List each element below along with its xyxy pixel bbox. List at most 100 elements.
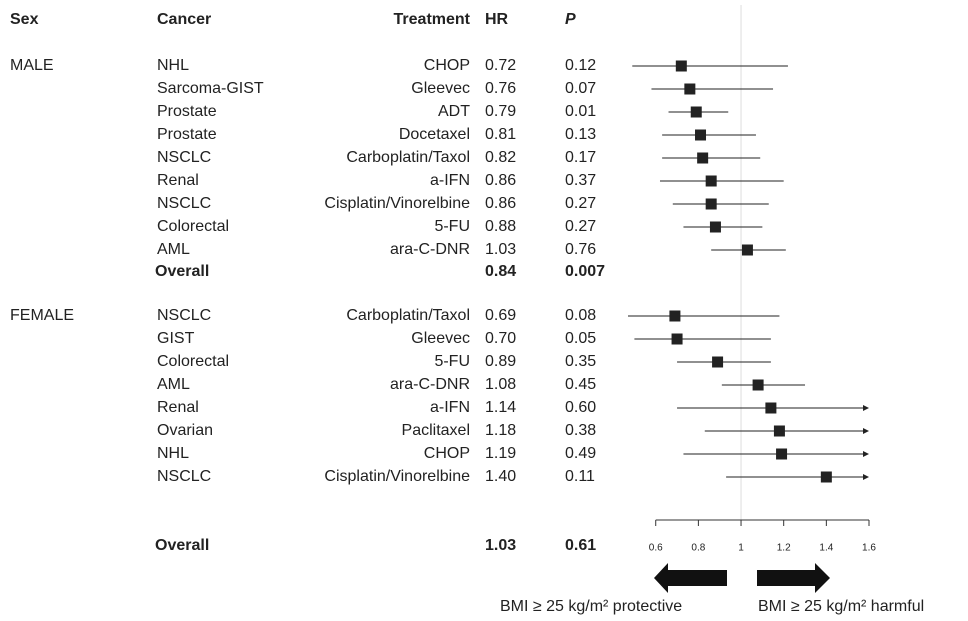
hr: 0.72 bbox=[485, 57, 516, 74]
hr: 0.88 bbox=[485, 218, 516, 235]
ci-arrow bbox=[863, 405, 869, 411]
cancer: NSCLC bbox=[157, 307, 211, 324]
cancer: GIST bbox=[157, 330, 195, 347]
direction-left: BMI ≥ 25 kg/m² protective bbox=[500, 598, 682, 615]
x-tick-label: 1.2 bbox=[777, 543, 791, 554]
header-p: P bbox=[565, 11, 576, 28]
overall-hr: 0.84 bbox=[485, 263, 516, 280]
treatment: 5-FU bbox=[434, 218, 470, 235]
sex-label: FEMALE bbox=[10, 307, 74, 324]
header-cancer: Cancer bbox=[157, 11, 211, 28]
hr-marker bbox=[684, 83, 696, 95]
direction-right: BMI ≥ 25 kg/m² harmful bbox=[758, 598, 924, 615]
p-value: 0.27 bbox=[565, 195, 596, 212]
x-tick-label: 1 bbox=[738, 543, 744, 554]
treatment: Carboplatin/Taxol bbox=[346, 149, 470, 166]
cancer: AML bbox=[157, 376, 190, 393]
hr: 1.19 bbox=[485, 445, 516, 462]
hr-marker bbox=[820, 471, 832, 483]
cancer: Prostate bbox=[157, 103, 217, 120]
x-tick-label: 1.6 bbox=[862, 543, 876, 554]
cancer: NHL bbox=[157, 57, 189, 74]
treatment: CHOP bbox=[424, 57, 470, 74]
p-value: 0.37 bbox=[565, 172, 596, 189]
left-arrow bbox=[654, 563, 727, 593]
cancer: Colorectal bbox=[157, 218, 229, 235]
hr: 0.86 bbox=[485, 172, 516, 189]
hr-marker bbox=[695, 129, 707, 141]
treatment: 5-FU bbox=[434, 353, 470, 370]
ci-arrow bbox=[863, 451, 869, 457]
hr: 0.86 bbox=[485, 195, 516, 212]
treatment: Carboplatin/Taxol bbox=[346, 307, 470, 324]
hr: 1.18 bbox=[485, 422, 516, 439]
hr: 1.40 bbox=[485, 468, 516, 485]
cancer: Sarcoma-GIST bbox=[157, 80, 264, 97]
hr: 0.76 bbox=[485, 80, 516, 97]
hr-marker bbox=[690, 106, 702, 118]
hr-marker bbox=[765, 402, 777, 414]
overall-p: 0.61 bbox=[565, 537, 596, 554]
p-value: 0.45 bbox=[565, 376, 596, 393]
hr: 0.79 bbox=[485, 103, 516, 120]
cancer: Ovarian bbox=[157, 422, 213, 439]
treatment: Cisplatin/Vinorelbine bbox=[324, 195, 470, 212]
cancer: NSCLC bbox=[157, 149, 211, 166]
hr: 0.82 bbox=[485, 149, 516, 166]
hr-marker bbox=[712, 356, 724, 368]
hr-marker bbox=[776, 448, 788, 460]
hr: 1.14 bbox=[485, 399, 516, 416]
hr: 1.08 bbox=[485, 376, 516, 393]
hr-marker bbox=[705, 175, 717, 187]
cancer: Renal bbox=[157, 172, 199, 189]
header-sex: Sex bbox=[10, 11, 39, 28]
x-tick-label: 0.6 bbox=[649, 543, 663, 554]
p-value: 0.27 bbox=[565, 218, 596, 235]
ci-arrow bbox=[863, 474, 869, 480]
treatment: a-IFN bbox=[430, 172, 470, 189]
p-value: 0.17 bbox=[565, 149, 596, 166]
treatment: Paclitaxel bbox=[402, 422, 470, 439]
hr-marker bbox=[705, 198, 717, 210]
cancer: Prostate bbox=[157, 126, 217, 143]
p-value: 0.01 bbox=[565, 103, 596, 120]
overall-hr: 1.03 bbox=[485, 537, 516, 554]
treatment: Gleevec bbox=[411, 330, 470, 347]
p-value: 0.07 bbox=[565, 80, 596, 97]
hr: 0.89 bbox=[485, 353, 516, 370]
treatment: Docetaxel bbox=[399, 126, 470, 143]
cancer: AML bbox=[157, 241, 190, 258]
x-tick-label: 1.4 bbox=[819, 543, 833, 554]
ci-arrow bbox=[863, 428, 869, 434]
hr: 1.03 bbox=[485, 241, 516, 258]
cancer: NHL bbox=[157, 445, 189, 462]
treatment: Cisplatin/Vinorelbine bbox=[324, 468, 470, 485]
header-hr: HR bbox=[485, 11, 509, 28]
overall-label: Overall bbox=[155, 537, 209, 554]
cancer: Renal bbox=[157, 399, 199, 416]
hr-marker bbox=[773, 425, 785, 437]
cancer: NSCLC bbox=[157, 195, 211, 212]
hr-marker bbox=[675, 60, 687, 72]
hr-marker bbox=[741, 244, 753, 256]
p-value: 0.12 bbox=[565, 57, 596, 74]
treatment: ara-C-DNR bbox=[390, 241, 470, 258]
treatment: Gleevec bbox=[411, 80, 470, 97]
header-treatment: Treatment bbox=[394, 11, 471, 28]
p-value: 0.05 bbox=[565, 330, 596, 347]
hr: 0.81 bbox=[485, 126, 516, 143]
treatment: CHOP bbox=[424, 445, 470, 462]
treatment: ADT bbox=[438, 103, 470, 120]
p-value: 0.11 bbox=[565, 468, 595, 485]
p-value: 0.38 bbox=[565, 422, 596, 439]
hr-marker bbox=[697, 152, 709, 164]
p-value: 0.35 bbox=[565, 353, 596, 370]
hr-marker bbox=[671, 333, 683, 345]
hr-marker bbox=[709, 221, 721, 233]
p-value: 0.13 bbox=[565, 126, 596, 143]
right-arrow bbox=[757, 563, 830, 593]
treatment: a-IFN bbox=[430, 399, 470, 416]
hr: 0.69 bbox=[485, 307, 516, 324]
p-value: 0.49 bbox=[565, 445, 596, 462]
